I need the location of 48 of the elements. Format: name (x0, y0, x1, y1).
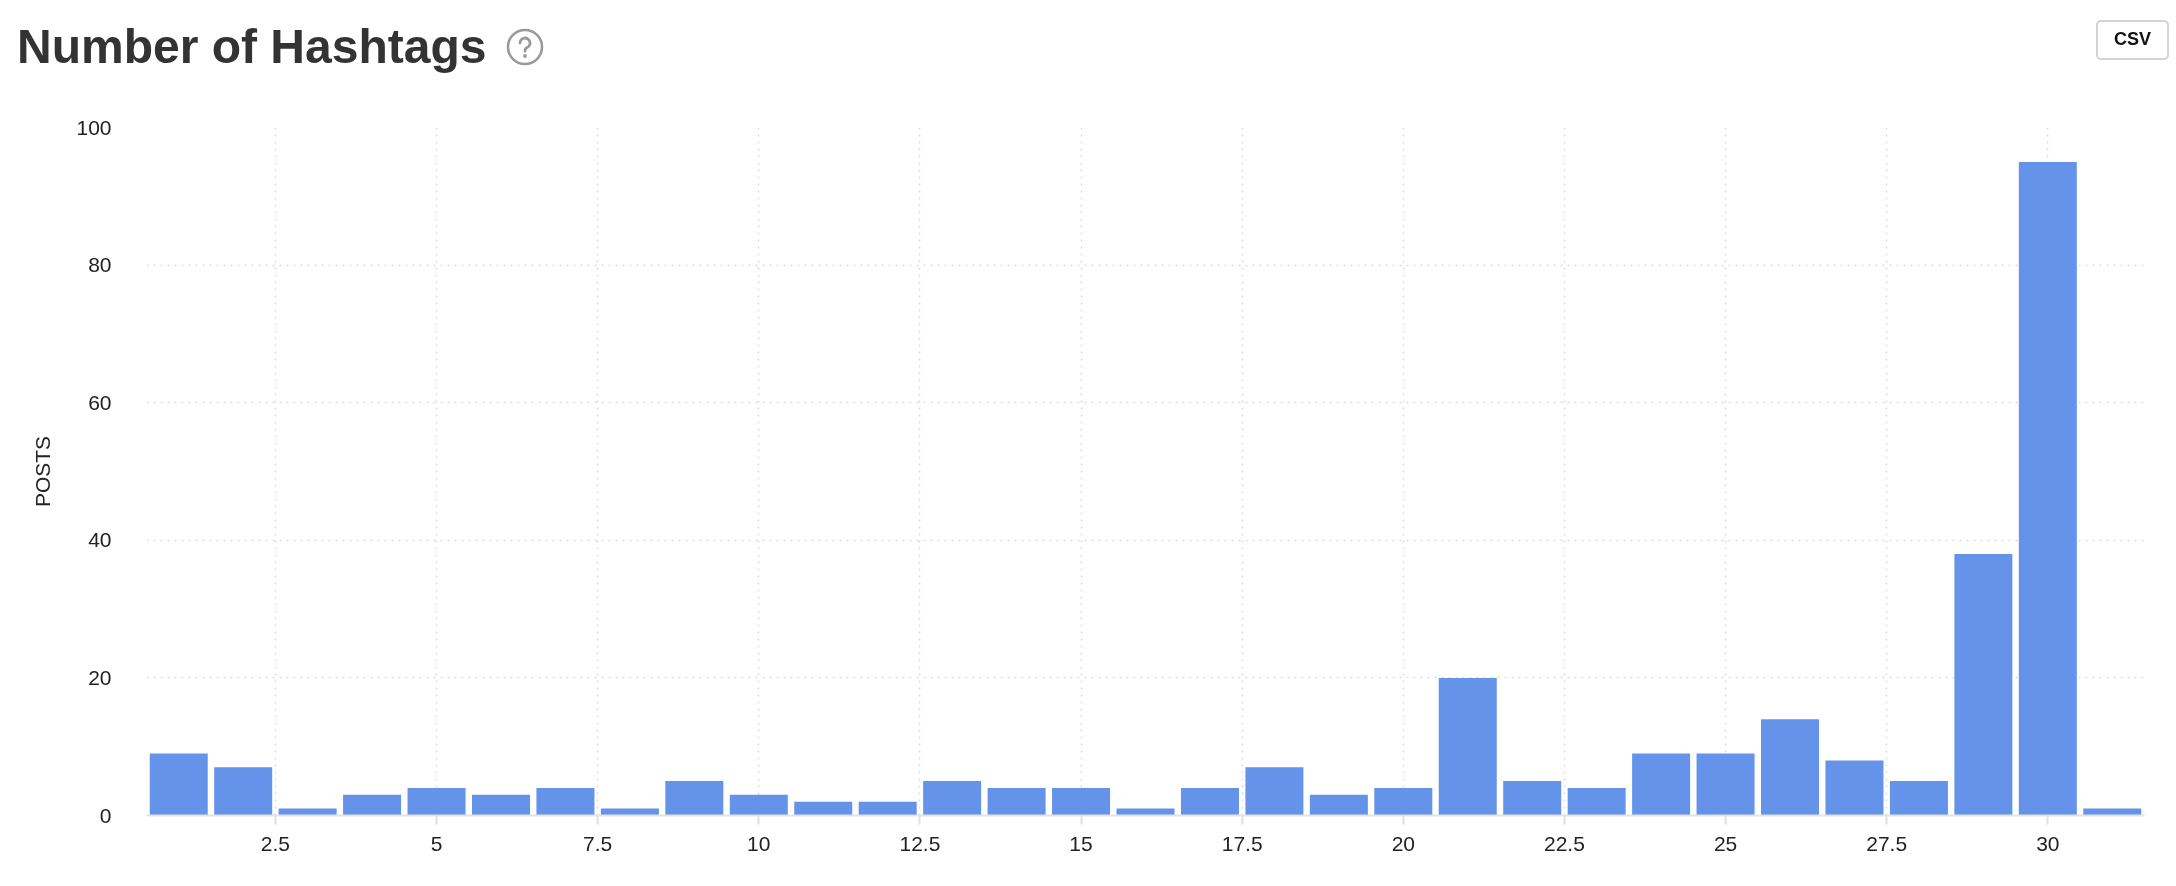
bar (1052, 787, 1111, 816)
x-tick-label: 20 (1391, 831, 1415, 855)
chart-title: Number of Hashtags (17, 20, 487, 73)
y-tick-label: 100 (76, 115, 112, 139)
bar (214, 767, 273, 816)
bar (1374, 787, 1433, 816)
bar (343, 794, 402, 816)
x-tick-label: 22.5 (1544, 831, 1585, 855)
x-tick-label: 30 (2036, 831, 2060, 855)
y-tick-label: 60 (88, 390, 112, 414)
x-tick-label: 7.5 (583, 831, 613, 855)
bar (2018, 161, 2077, 816)
y-tick-label: 40 (88, 528, 112, 552)
bar (536, 787, 595, 816)
x-tick-label: 15 (1069, 831, 1093, 855)
x-tick-label: 5 (430, 831, 443, 855)
bar (149, 753, 208, 816)
y-tick-label: 80 (88, 253, 112, 277)
bar (1245, 767, 1304, 816)
y-axis-title: POSTS (31, 435, 55, 508)
bar (1309, 794, 1368, 816)
bar (987, 787, 1046, 816)
bar (1632, 753, 1691, 816)
bar (1503, 781, 1562, 816)
y-tick-label: 20 (88, 665, 112, 689)
bar (407, 787, 466, 816)
bar (729, 794, 788, 816)
x-tick-label: 12.5 (899, 831, 941, 855)
x-tick-label: 25 (1713, 831, 1738, 855)
y-tick-label: 0 (99, 803, 112, 827)
text: CSV (2095, 20, 2169, 60)
bar (1438, 677, 1497, 816)
bar (1761, 719, 1820, 816)
bar (1696, 753, 1755, 816)
bar (794, 801, 853, 816)
bar (923, 781, 982, 816)
x-tick-label: 2.5 (260, 831, 291, 855)
bar (1567, 787, 1626, 816)
bar (665, 781, 724, 816)
bar (1889, 781, 1948, 816)
bar (1954, 554, 2013, 816)
bar (1825, 760, 1884, 816)
bar (471, 794, 530, 816)
x-tick-label: 17.5 (1221, 831, 1263, 855)
x-tick-label: 27.5 (1866, 831, 1908, 855)
bar (1180, 787, 1239, 816)
x-tick-label: 10 (747, 831, 771, 855)
bar (858, 801, 917, 816)
